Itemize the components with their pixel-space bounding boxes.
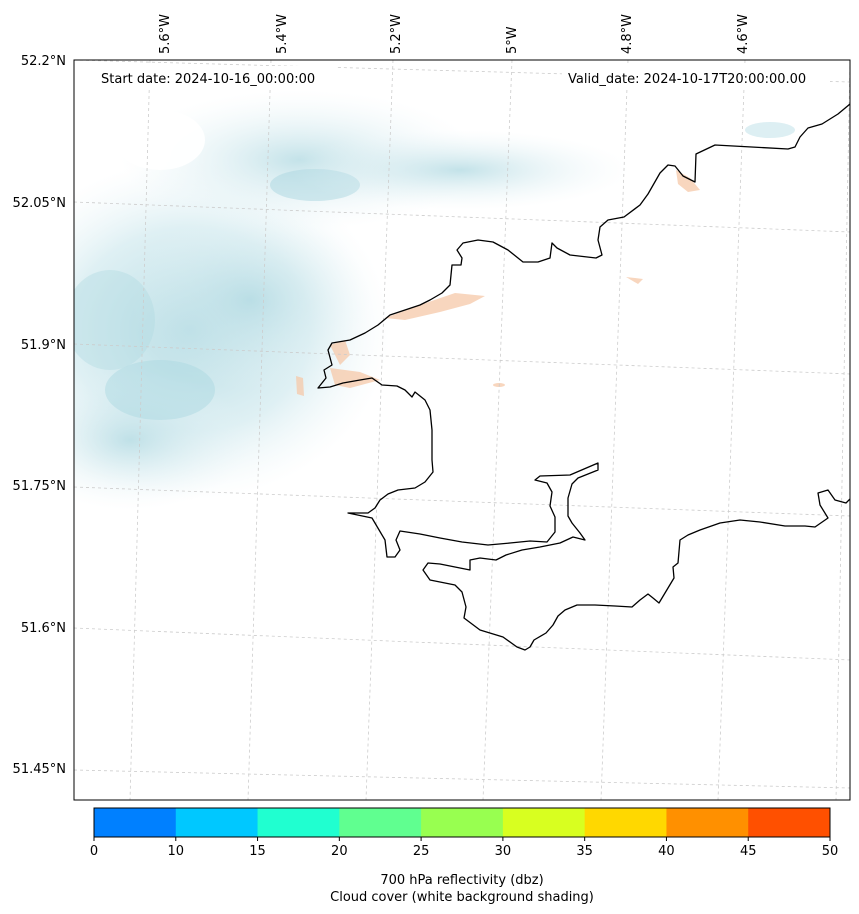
colorbar-segment — [748, 808, 831, 837]
lat-label-52-2n: 52.2°N — [21, 54, 66, 69]
start-date-box — [94, 66, 336, 90]
colorbar-tick-label: 10 — [168, 844, 185, 859]
lat-label-51-45n: 51.45°N — [13, 762, 66, 777]
colorbar-segment — [339, 808, 422, 837]
colorbar-segment — [175, 808, 259, 837]
colorbar-segment — [94, 808, 177, 837]
valid-date-label: Valid_date: 2024-10-17T20:00:00.00 — [568, 72, 806, 87]
colorbar-border — [93, 807, 831, 838]
lon-label-4-8w: 4.8°W — [620, 14, 635, 54]
colorbar-ticks: 0 10 15 20 25 30 35 40 45 50 — [90, 837, 838, 859]
colorbar-tick-label: 40 — [658, 844, 675, 859]
colorbar-tick-label: 45 — [740, 844, 757, 859]
lat-label-51-6n: 51.6°N — [21, 621, 66, 636]
lon-label-5-2w: 5.2°W — [389, 14, 404, 54]
lon-label-5w: 5°W — [505, 26, 520, 54]
colorbar-tick-label: 50 — [822, 844, 839, 859]
colorbar — [94, 808, 831, 837]
lat-label-51-9n: 51.9°N — [21, 338, 66, 353]
colorbar-segment — [584, 808, 667, 837]
colorbar-title-line1: 700 hPa reflectivity (dbz) — [380, 873, 543, 888]
valid-date-box — [562, 66, 830, 90]
start-date-label: Start date: 2024-10-16_00:00:00 — [101, 72, 315, 87]
map-area: Start date: 2024-10-16_00:00:00 Valid_da… — [74, 60, 850, 800]
colorbar-tick-label: 20 — [331, 844, 348, 859]
cloud-cover-shading — [74, 90, 795, 510]
colorbar-tick-label: 25 — [413, 844, 430, 859]
colorbar-segment — [502, 808, 586, 837]
colorbar-segment — [421, 808, 504, 837]
lon-label-4-6w: 4.6°W — [736, 14, 751, 54]
colorbar-tick-label: 35 — [576, 844, 593, 859]
colorbar-title-line2: Cloud cover (white background shading) — [330, 890, 594, 905]
colorbar-tick-label: 15 — [249, 844, 266, 859]
colorbar-tick-label: 30 — [495, 844, 512, 859]
lat-label-51-75n: 51.75°N — [13, 479, 66, 494]
coastline — [317, 103, 850, 651]
longitude-labels: 5.6°W 5.4°W 5.2°W 5°W 4.8°W 4.6°W — [158, 14, 751, 54]
lon-label-5-4w: 5.4°W — [275, 14, 290, 54]
map-border — [73, 59, 851, 801]
lon-label-5-6w: 5.6°W — [158, 14, 173, 54]
lat-label-52-05n: 52.05°N — [13, 196, 66, 211]
colorbar-segment — [666, 808, 749, 837]
colorbar-segment — [257, 808, 340, 837]
colorbar-tick-label: 0 — [90, 844, 98, 859]
latitude-labels: 52.2°N 52.05°N 51.9°N 51.75°N 51.6°N 51.… — [13, 54, 66, 777]
